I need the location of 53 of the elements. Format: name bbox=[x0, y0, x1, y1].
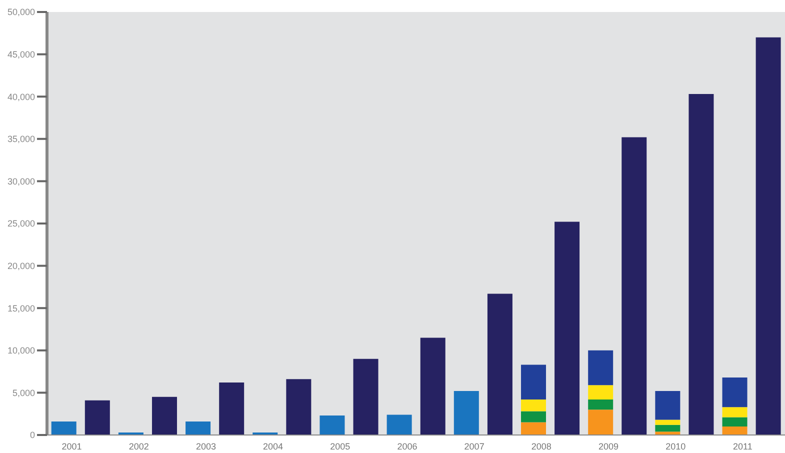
bar bbox=[622, 137, 647, 435]
bar bbox=[286, 379, 312, 435]
y-tick-label: 10,000 bbox=[7, 346, 35, 356]
bar bbox=[588, 399, 614, 410]
bar bbox=[219, 382, 244, 435]
bar bbox=[320, 416, 345, 435]
bar bbox=[454, 391, 479, 435]
y-tick-label: 25,000 bbox=[7, 218, 35, 229]
bar bbox=[520, 411, 546, 422]
bar bbox=[722, 417, 748, 427]
bar bbox=[152, 396, 177, 435]
bar bbox=[655, 420, 680, 425]
x-tick-label: 2002 bbox=[128, 441, 149, 452]
x-tick-label: 2010 bbox=[666, 441, 686, 452]
x-tick-label: 2007 bbox=[464, 441, 484, 452]
bar bbox=[186, 421, 211, 435]
y-tick-label: 40,000 bbox=[7, 92, 35, 102]
x-tick-label: 2009 bbox=[598, 441, 619, 452]
bar bbox=[588, 385, 614, 400]
bar bbox=[588, 410, 614, 435]
bar bbox=[722, 426, 748, 435]
y-tick-label: 30,000 bbox=[7, 176, 35, 186]
x-tick-label: 2001 bbox=[62, 441, 82, 452]
bar bbox=[520, 399, 546, 412]
y-tick-label: 20,000 bbox=[7, 260, 35, 271]
y-tick-label: 45,000 bbox=[7, 49, 35, 60]
bar bbox=[386, 414, 412, 435]
x-tick-label: 2006 bbox=[397, 441, 418, 452]
y-tick-label: 5,000 bbox=[12, 388, 35, 398]
bar bbox=[722, 407, 748, 418]
x-tick-label: 2004 bbox=[263, 441, 284, 452]
x-tick-label: 2003 bbox=[196, 441, 216, 452]
bar bbox=[655, 391, 680, 420]
y-tick-label: 15,000 bbox=[7, 303, 35, 314]
bar bbox=[722, 377, 748, 408]
x-tick-label: 2008 bbox=[531, 441, 552, 452]
bar bbox=[520, 422, 546, 435]
bar bbox=[84, 400, 110, 435]
bar bbox=[487, 294, 512, 435]
x-tick-label: 2011 bbox=[733, 441, 752, 452]
bar bbox=[353, 358, 378, 435]
y-tick-label: 50,000 bbox=[7, 7, 35, 18]
y-tick-label: 35,000 bbox=[7, 134, 35, 144]
bar bbox=[51, 421, 76, 435]
bar bbox=[655, 424, 680, 432]
bar bbox=[588, 350, 614, 386]
bar bbox=[756, 37, 781, 435]
x-tick-label: 2005 bbox=[330, 441, 350, 452]
bar bbox=[420, 338, 446, 435]
bar bbox=[554, 222, 580, 435]
bar bbox=[688, 94, 714, 435]
bar bbox=[520, 364, 546, 400]
y-tick-label: 0 bbox=[30, 430, 35, 440]
